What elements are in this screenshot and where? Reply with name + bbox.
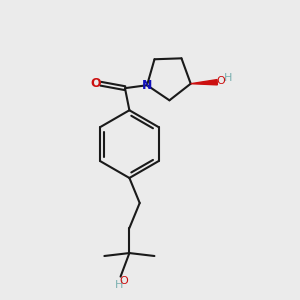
Polygon shape <box>191 80 218 85</box>
Text: O: O <box>90 77 101 90</box>
Text: N: N <box>142 79 152 92</box>
Text: O: O <box>216 76 225 86</box>
Text: H: H <box>224 73 232 83</box>
Text: O: O <box>120 276 128 286</box>
Text: H: H <box>115 280 123 290</box>
